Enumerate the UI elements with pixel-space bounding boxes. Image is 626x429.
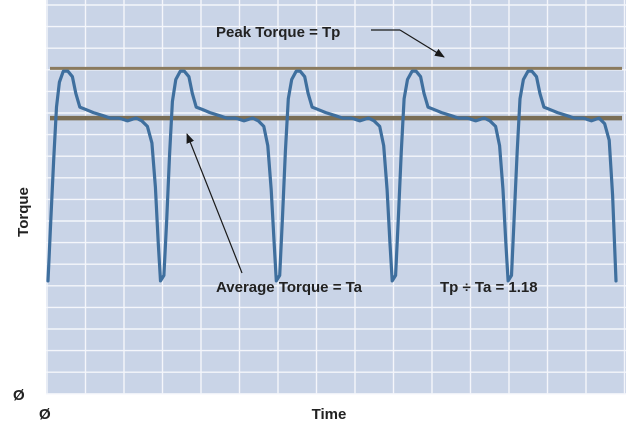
y-origin-label: Ø bbox=[13, 387, 25, 404]
x-axis-label: Time bbox=[312, 406, 347, 423]
average-torque-label: Average Torque = Ta bbox=[216, 279, 363, 296]
peak-torque-label: Peak Torque = Tp bbox=[216, 24, 340, 41]
reference-lines bbox=[50, 66, 622, 121]
peak-arrow-head bbox=[399, 29, 445, 58]
torque-series-line bbox=[46, 69, 618, 283]
ratio-annotation: Tp ÷ Ta = 1.18 bbox=[440, 279, 538, 296]
average-arrow bbox=[186, 133, 243, 274]
y-axis-label: Torque bbox=[15, 187, 32, 237]
grid-lines bbox=[46, 0, 626, 395]
plot-area bbox=[46, 0, 626, 394]
x-origin-label: Ø bbox=[39, 406, 51, 423]
